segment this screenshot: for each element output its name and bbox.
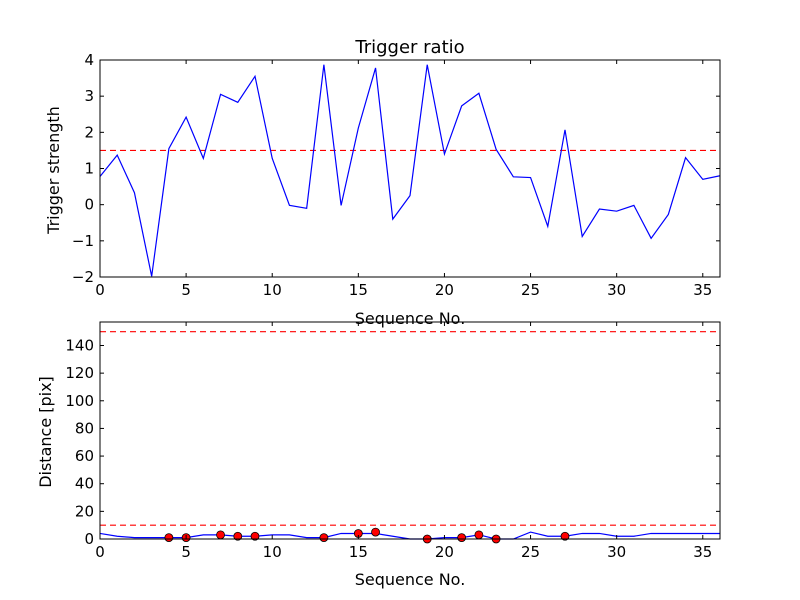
x-axis-label: Sequence No.: [355, 570, 466, 589]
y-tick-label: 40: [75, 475, 94, 493]
x-tick-label: 5: [181, 543, 191, 561]
x-tick-label: 20: [435, 543, 454, 561]
data-point-marker: [233, 531, 243, 541]
data-point-marker: [164, 533, 174, 543]
x-tick-label: 15: [349, 281, 368, 299]
x-tick-label: 25: [521, 543, 540, 561]
x-tick-label: 25: [521, 281, 540, 299]
y-tick-label: 120: [65, 364, 94, 382]
y-tick-label: 1: [84, 160, 94, 178]
y-tick-label: 2: [84, 123, 94, 141]
y-axis-label: Distance [pix]: [36, 376, 55, 488]
x-tick-label: 0: [95, 281, 105, 299]
x-tick-label: 10: [263, 281, 282, 299]
x-tick-label: 35: [693, 543, 712, 561]
y-tick-label: 0: [84, 196, 94, 214]
y-tick-label: 4: [84, 51, 94, 69]
data-point-marker: [474, 530, 484, 540]
distance-chart: 0 5 10 15 20 25 30 35 0 20 40 60 80 100 120 140 Sequenc…: [36, 321, 721, 589]
x-tick-label: 30: [607, 543, 626, 561]
x-tick-label: 30: [607, 281, 626, 299]
x-tick-label: 5: [181, 281, 191, 299]
data-point-marker: [216, 530, 225, 540]
data-point-marker: [371, 527, 380, 537]
y-tick-label: 0: [84, 530, 94, 548]
x-axis-label: Sequence No.: [355, 309, 466, 328]
y-tick-label: 80: [75, 419, 94, 437]
x-tick-label: 0: [95, 543, 105, 561]
chart-title: Trigger ratio: [354, 37, 464, 58]
y-tick-label: 20: [75, 502, 94, 520]
series-line: [99, 64, 721, 277]
x-tick-label: 35: [693, 281, 712, 299]
x-tick-label: 10: [263, 543, 282, 561]
data-point-marker: [319, 533, 329, 543]
trigger-ratio-chart: Trigger ratio 0 5 10 15 20 25 30 35 −2 −1 0 1 2 3 4 Se…: [44, 37, 721, 328]
data-point-marker: [250, 531, 260, 541]
y-tick-label: −2: [72, 268, 94, 286]
x-tick-label: 15: [349, 543, 368, 561]
data-point-marker: [560, 531, 570, 541]
y-tick-label: 100: [65, 392, 94, 410]
x-tick-label: 20: [435, 281, 454, 299]
y-tick-label: 60: [75, 447, 94, 465]
y-tick-label: 140: [65, 336, 94, 354]
y-axis-label: Trigger strength: [44, 106, 63, 235]
y-tick-label: 3: [84, 87, 94, 105]
data-point-marker: [457, 533, 467, 543]
distance-plot-area: 0 5 10 15 20 25 30 35 0 20 40 60 80 100 120 140: [65, 321, 721, 561]
trigger-strength-plot-area: 0 5 10 15 20 25 30 35 −2 −1 0 1 2 3 4: [72, 51, 721, 299]
plot-frame: [99, 321, 721, 540]
y-tick-label: −1: [72, 232, 94, 250]
